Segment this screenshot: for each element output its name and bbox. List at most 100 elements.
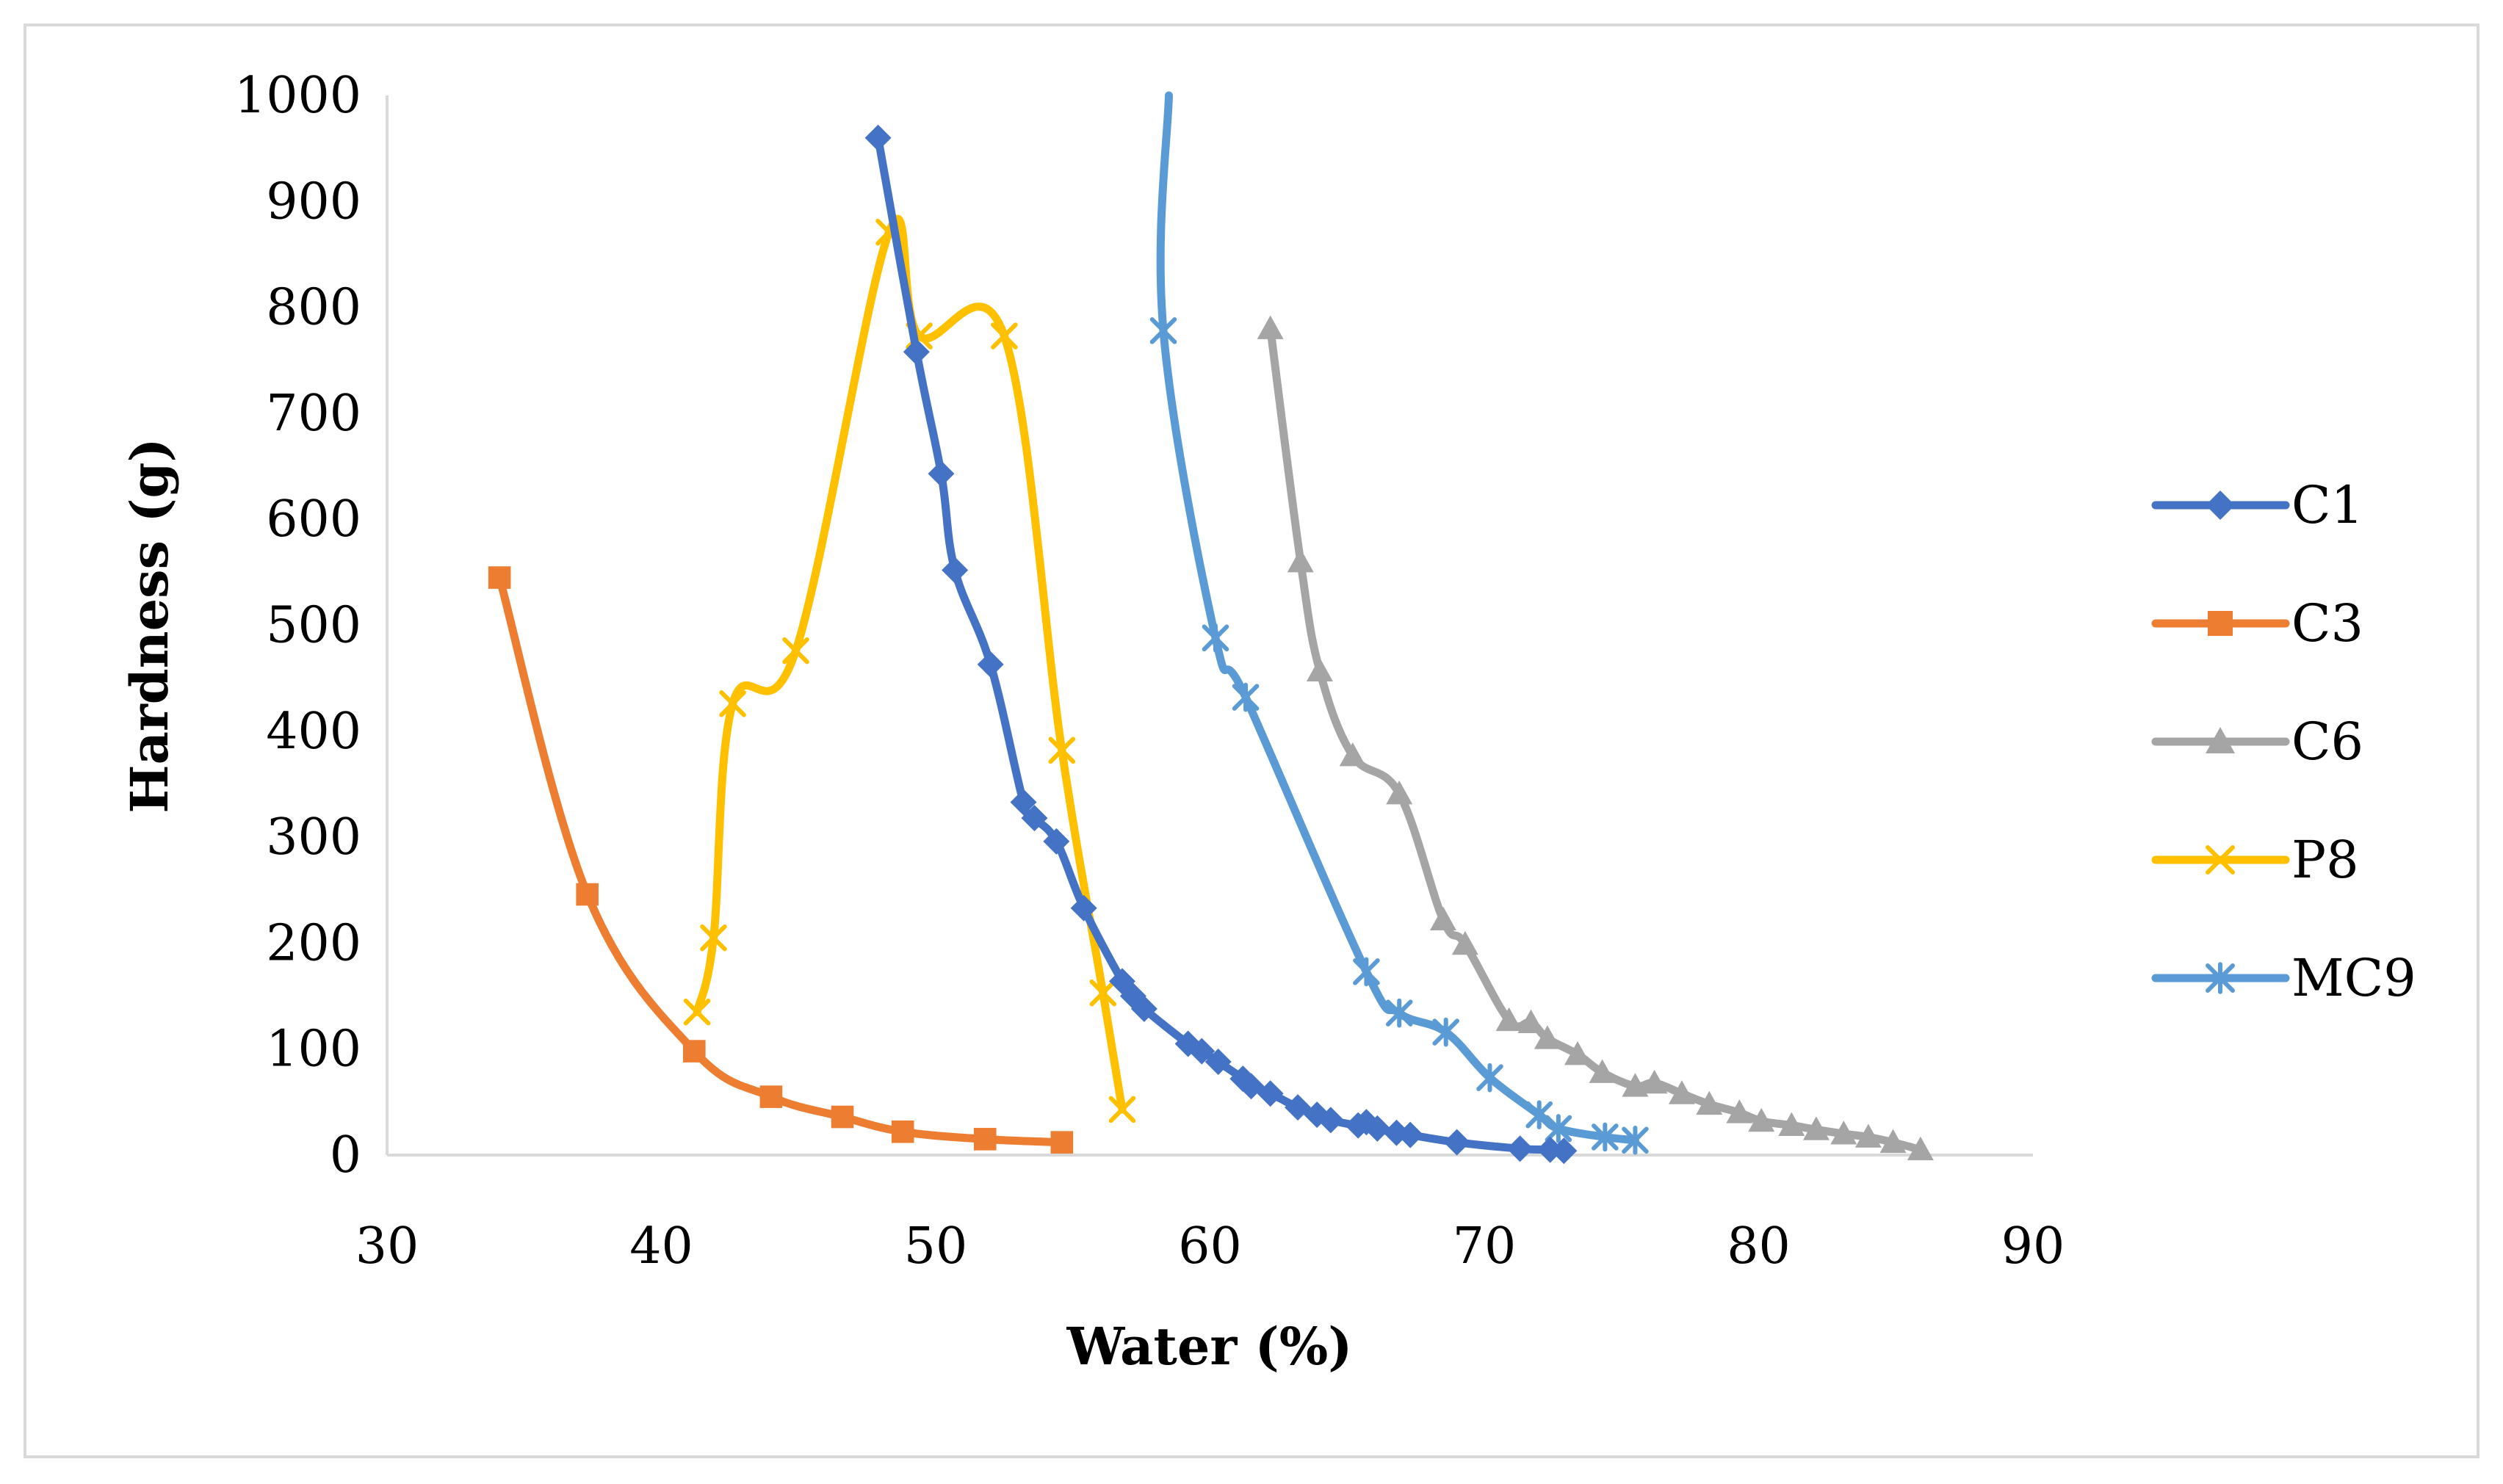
data-point-c1 (928, 460, 955, 488)
data-point-mc9 (1545, 1114, 1572, 1143)
data-point-c6 (1696, 1090, 1723, 1115)
legend-item-c1: C1 (2151, 475, 2363, 535)
data-point-c1 (1397, 1121, 1424, 1148)
data-point-c1 (977, 651, 1004, 678)
data-point-p8 (700, 924, 727, 952)
data-point-p8 (782, 637, 809, 665)
plot-area (488, 91, 1934, 1165)
legend: C1 C3 C6 P8 MC9 (2151, 475, 2416, 1008)
data-point-c6 (1641, 1069, 1668, 1094)
data-point-mc9 (1525, 1100, 1553, 1129)
legend-label: C3 (2291, 593, 2363, 654)
data-point-c3 (973, 1128, 997, 1151)
series-c1 (864, 124, 1578, 1165)
y-tick-label: 300 (266, 808, 361, 866)
legend-marker (2206, 727, 2235, 753)
data-point-c6 (1622, 1073, 1649, 1097)
data-point-p8 (683, 998, 711, 1026)
legend-marker (2206, 962, 2235, 994)
legend-item-c6: C6 (2151, 712, 2363, 772)
y-tick-label: 500 (266, 597, 361, 655)
x-tick-label: 70 (1453, 1217, 1517, 1275)
data-point-p8 (1048, 736, 1076, 764)
legend-item-mc9: MC9 (2151, 948, 2416, 1008)
x-tick-label: 60 (1178, 1217, 1242, 1275)
data-point-p8 (1089, 979, 1117, 1007)
data-point-c1 (864, 124, 892, 151)
data-point-mc9 (1353, 957, 1380, 987)
y-tick-label: 100 (266, 1021, 361, 1079)
data-point-mc9 (1202, 623, 1229, 653)
data-point-c6 (1517, 1009, 1545, 1034)
series-mc9 (1149, 91, 1649, 1155)
data-point-p8 (991, 322, 1018, 350)
series-line-c3 (495, 573, 1066, 1147)
data-point-c6 (1429, 906, 1456, 931)
data-point-c6 (1564, 1040, 1591, 1065)
data-point-c6 (1802, 1116, 1830, 1140)
x-tick-label: 80 (1727, 1217, 1791, 1275)
legend-label: P8 (2291, 830, 2359, 890)
data-point-c1 (1204, 1049, 1232, 1076)
y-tick-label: 400 (266, 703, 361, 761)
data-point-c6 (1451, 930, 1478, 955)
data-point-c3 (683, 1040, 706, 1063)
data-point-p8 (1108, 1096, 1136, 1123)
legend-label: C1 (2291, 475, 2363, 535)
data-point-c3 (891, 1120, 914, 1143)
data-point-c1 (942, 557, 969, 584)
data-point-c6 (1854, 1123, 1882, 1148)
y-tick-label: 900 (266, 173, 361, 231)
y-tick-label: 1000 (234, 67, 361, 125)
data-point-c1 (1188, 1038, 1216, 1065)
data-point-p8 (719, 689, 746, 717)
y-axis-title: Hardness (g) (119, 438, 180, 813)
data-point-c3 (576, 883, 599, 906)
data-point-mc9 (1476, 1063, 1503, 1093)
x-tick-label: 50 (904, 1217, 968, 1275)
data-point-mc9 (1149, 316, 1177, 346)
legend-label: MC9 (2291, 948, 2416, 1008)
x-tick-label: 90 (2001, 1217, 2065, 1275)
data-point-c6 (1879, 1129, 1907, 1154)
legend-item-c3: C3 (2151, 593, 2363, 654)
series-line-p8 (693, 214, 1127, 1114)
data-point-c6 (1386, 780, 1413, 805)
data-point-mc9 (1232, 682, 1260, 712)
legend-item-p8: P8 (2151, 830, 2359, 890)
chart-frame (24, 23, 2479, 1458)
data-point-c1 (1506, 1135, 1534, 1162)
data-point-c1 (1238, 1073, 1265, 1100)
data-point-c1 (1010, 789, 1037, 816)
y-tick-label: 600 (266, 491, 361, 549)
data-point-mc9 (1385, 998, 1413, 1028)
data-point-c1 (1130, 995, 1157, 1022)
data-point-c1 (1257, 1080, 1284, 1107)
data-point-c3 (831, 1105, 854, 1129)
y-tick-label: 800 (266, 279, 361, 337)
data-point-c3 (488, 566, 511, 589)
data-point-c6 (1589, 1059, 1616, 1083)
data-point-c6 (1495, 1007, 1523, 1032)
data-point-c1 (1317, 1107, 1344, 1134)
data-point-c3 (759, 1085, 783, 1108)
x-tick-labels: 30 40 50 60 70 80 90 (355, 1217, 2065, 1275)
legend-marker (2206, 845, 2235, 875)
data-point-mc9 (1592, 1122, 1619, 1152)
data-point-c1 (1364, 1115, 1391, 1142)
data-point-c6 (1830, 1121, 1857, 1145)
y-tick-label: 200 (266, 914, 361, 972)
data-point-c1 (1021, 805, 1048, 832)
data-point-c6 (1778, 1112, 1805, 1136)
x-axis-title: Water (%) (1066, 1316, 1353, 1377)
data-point-mc9 (1622, 1125, 1649, 1155)
y-tick-label: 700 (266, 385, 361, 443)
data-point-c1 (1285, 1094, 1312, 1121)
legend-marker (2206, 491, 2235, 520)
legend-label: C6 (2291, 712, 2363, 772)
data-point-c6 (1306, 657, 1333, 681)
data-point-c6 (1534, 1025, 1561, 1049)
data-point-mc9 (1432, 1017, 1460, 1047)
data-point-c1 (903, 339, 930, 366)
